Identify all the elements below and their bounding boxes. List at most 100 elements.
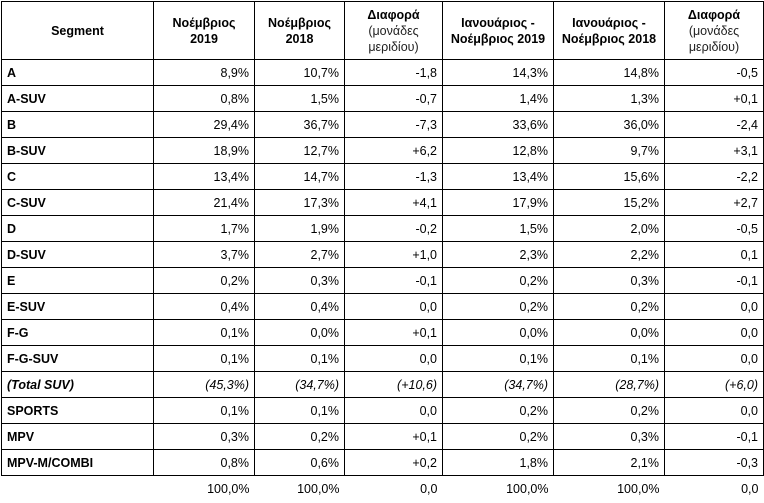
cell-jan-nov-2019: 14,3%: [442, 59, 554, 86]
cell-nov-2019: 0,2%: [153, 267, 255, 294]
cell-nov-2018: 2,7%: [254, 241, 345, 268]
cell-nov-2018: 0,4%: [254, 293, 345, 320]
cell-diff-ytd: +2,7: [664, 189, 764, 216]
header-nov-2019: Νοέμβριος 2019: [153, 1, 255, 60]
cell-jan-nov-2018: 9,7%: [553, 137, 665, 164]
cell-jan-nov-2019: 0,2%: [442, 293, 554, 320]
table-row: B-SUV 18,9% 12,7% +6,2 12,8% 9,7% +3,1: [1, 137, 764, 164]
cell-nov-2019: 0,1%: [153, 397, 255, 424]
cell-nov-2019: 1,7%: [153, 215, 255, 242]
cell-jan-nov-2019: 2,3%: [442, 241, 554, 268]
table-row: F-G-SUV 0,1% 0,1% 0,0 0,1% 0,1% 0,0: [1, 345, 764, 372]
cell-diff-ytd: 0,0: [664, 293, 764, 320]
table-row: F-G 0,1% 0,0% +0,1 0,0% 0,0% 0,0: [1, 319, 764, 346]
cell-nov-2019: 0,3%: [153, 423, 255, 450]
cell-nov-2018: 12,7%: [254, 137, 345, 164]
cell-diff-ytd: -2,2: [664, 163, 764, 190]
cell-diff-month: -1,3: [344, 163, 443, 190]
cell-diff-month: (+10,6): [344, 371, 443, 398]
cell-jan-nov-2019: 0,2%: [442, 267, 554, 294]
cell-diff-month: -0,2: [344, 215, 443, 242]
segment-cell: E: [1, 267, 154, 294]
cell-nov-2018: 0,1%: [254, 345, 345, 372]
header-jan-nov-2019: Ιανουάριος - Νοέμβριος 2019: [442, 1, 554, 60]
segment-cell: A-SUV: [1, 85, 154, 112]
cell-diff-month: +6,2: [344, 137, 443, 164]
cell-diff-month: +0,1: [344, 423, 443, 450]
table-row: SPORTS 0,1% 0,1% 0,0 0,2% 0,2% 0,0: [1, 397, 764, 424]
table-row: E-SUV 0,4% 0,4% 0,0 0,2% 0,2% 0,0: [1, 293, 764, 320]
segment-cell: D: [1, 215, 154, 242]
cell-nov-2018: 0,6%: [254, 449, 345, 476]
header-diff-ytd: Διαφορά (μονάδες μεριδίου): [664, 1, 764, 60]
cell-nov-2018: 14,7%: [254, 163, 345, 190]
table-row: MPV 0,3% 0,2% +0,1 0,2% 0,3% -0,1: [1, 423, 764, 450]
total-jan-nov-2018: 100,0%: [617, 482, 660, 496]
segment-cell: (Total SUV): [1, 371, 154, 398]
cell-jan-nov-2018: 2,2%: [553, 241, 665, 268]
cell-jan-nov-2018: 0,2%: [553, 397, 665, 424]
segment-cell: SPORTS: [1, 397, 154, 424]
cell-jan-nov-2019: (34,7%): [442, 371, 554, 398]
cell-jan-nov-2018: 14,8%: [553, 59, 665, 86]
cell-nov-2019: 0,8%: [153, 449, 255, 476]
cell-jan-nov-2019: 12,8%: [442, 137, 554, 164]
cell-diff-month: -7,3: [344, 111, 443, 138]
cell-diff-ytd: -0,5: [664, 215, 764, 242]
segment-cell: C-SUV: [1, 189, 154, 216]
cell-jan-nov-2019: 13,4%: [442, 163, 554, 190]
cell-diff-ytd: +3,1: [664, 137, 764, 164]
cell-diff-ytd: -0,5: [664, 59, 764, 86]
cell-nov-2019: 0,8%: [153, 85, 255, 112]
table-row: C-SUV 21,4% 17,3% +4,1 17,9% 15,2% +2,7: [1, 189, 764, 216]
cell-jan-nov-2019: 0,2%: [442, 423, 554, 450]
cell-jan-nov-2019: 0,0%: [442, 319, 554, 346]
cell-diff-ytd: -0,1: [664, 267, 764, 294]
cell-diff-month: 0,0: [344, 345, 443, 372]
cell-nov-2019: 3,7%: [153, 241, 255, 268]
cell-jan-nov-2018: 2,1%: [553, 449, 665, 476]
segment-cell: C: [1, 163, 154, 190]
table-row: D-SUV 3,7% 2,7% +1,0 2,3% 2,2% 0,1: [1, 241, 764, 268]
cell-nov-2018: 0,0%: [254, 319, 345, 346]
cell-jan-nov-2018: 2,0%: [553, 215, 665, 242]
cell-jan-nov-2019: 1,4%: [442, 85, 554, 112]
table-row: C 13,4% 14,7% -1,3 13,4% 15,6% -2,2: [1, 163, 764, 190]
cell-diff-ytd: -0,3: [664, 449, 764, 476]
cell-nov-2019: 0,1%: [153, 345, 255, 372]
header-row: Segment Νοέμβριος 2019 Νοέμβριος 2018 Δι…: [1, 1, 764, 60]
segment-cell: B-SUV: [1, 137, 154, 164]
cell-jan-nov-2018: 15,2%: [553, 189, 665, 216]
cell-nov-2018: 0,1%: [254, 397, 345, 424]
cell-jan-nov-2018: 15,6%: [553, 163, 665, 190]
header-nov-2018: Νοέμβριος 2018: [254, 1, 345, 60]
segment-cell: MPV-M/COMBI: [1, 449, 154, 476]
cell-nov-2019: 18,9%: [153, 137, 255, 164]
cell-diff-month: -1,8: [344, 59, 443, 86]
table-row: E 0,2% 0,3% -0,1 0,2% 0,3% -0,1: [1, 267, 764, 294]
cell-nov-2018: 0,3%: [254, 267, 345, 294]
cell-jan-nov-2018: (28,7%): [553, 371, 665, 398]
cell-diff-month: +1,0: [344, 241, 443, 268]
cell-diff-ytd: 0,0: [664, 319, 764, 346]
segment-cell: D-SUV: [1, 241, 154, 268]
cell-jan-nov-2018: 0,0%: [553, 319, 665, 346]
cell-nov-2018: 36,7%: [254, 111, 345, 138]
cell-jan-nov-2018: 1,3%: [553, 85, 665, 112]
cell-nov-2019: 8,9%: [153, 59, 255, 86]
cell-jan-nov-2018: 36,0%: [553, 111, 665, 138]
cell-diff-ytd: +0,1: [664, 85, 764, 112]
total-jan-nov-2019: 100,0%: [506, 482, 549, 496]
cell-jan-nov-2019: 17,9%: [442, 189, 554, 216]
segment-cell: MPV: [1, 423, 154, 450]
cell-jan-nov-2019: 1,8%: [442, 449, 554, 476]
segment-cell: A: [1, 59, 154, 86]
cell-diff-month: +0,1: [344, 319, 443, 346]
table-row: A-SUV 0,8% 1,5% -0,7 1,4% 1,3% +0,1: [1, 85, 764, 112]
cell-diff-month: +4,1: [344, 189, 443, 216]
total-diff-month: 0,0: [420, 482, 438, 496]
cell-nov-2019: 0,1%: [153, 319, 255, 346]
cell-diff-ytd: 0,0: [664, 397, 764, 424]
cell-jan-nov-2018: 0,1%: [553, 345, 665, 372]
